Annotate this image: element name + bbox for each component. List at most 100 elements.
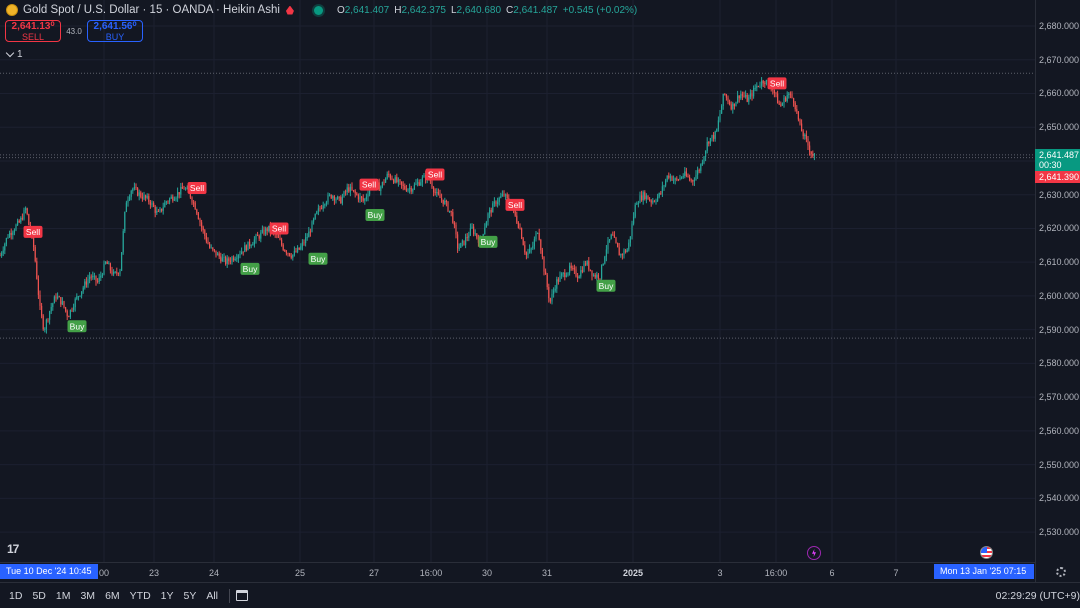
candle-body [490,209,492,213]
candle-body [636,203,638,205]
price-axis[interactable]: 2,680.000 2,670.000 2,660.000 2,650.000 2,64… [1035,0,1080,582]
candle-body [687,175,689,178]
candle-body [465,237,467,245]
sell-button[interactable]: 2,641.13⁰ SELL [5,20,61,42]
candle-body [95,275,97,282]
candle-body [337,196,339,200]
candle-body [87,279,89,285]
candle-body [719,113,721,121]
candle-body [556,279,558,289]
candle-body [791,94,793,99]
price-tick: 2,550.000 [1038,459,1079,470]
candle-body [738,95,740,99]
tradingview-logo[interactable]: 17 [7,542,19,556]
price-tick: 2,530.000 [1038,527,1079,538]
candle-body [173,199,175,201]
range-5y-button[interactable]: 5Y [183,589,197,602]
candle-body [389,174,391,179]
candle-body [545,271,547,275]
candle-body [242,251,244,253]
gear-icon[interactable] [1056,567,1066,577]
range-6m-button[interactable]: 6M [105,589,120,602]
candle-body [713,135,715,139]
sell-signal: Sell [187,181,207,194]
candle-body [266,228,268,231]
indicator-collapse-toggle[interactable]: 1 [5,48,29,61]
candle-body [657,196,659,201]
candle-body [573,268,575,270]
candle-body [559,275,561,282]
candle-body [700,164,702,171]
market-status-icon[interactable] [313,5,323,15]
range-1d-button[interactable]: 1D [9,589,23,602]
range-ytd-button[interactable]: YTD [129,589,151,602]
price-tick: 2,650.000 [1038,122,1079,133]
candle-body [812,153,814,156]
candle-body [535,233,537,240]
candle-body [293,250,295,255]
time-tick: 16:00 [764,568,788,578]
candle-body [461,240,463,243]
candle-body [253,239,255,245]
candle-body [231,257,233,262]
candle-body [537,232,539,234]
candle-body [613,235,615,238]
candle-body [717,120,719,129]
candle-body [161,208,163,211]
candle-body [49,311,51,320]
candle-body [209,243,211,248]
candle-body [487,213,489,222]
lightning-icon[interactable] [807,546,821,560]
candle-body [797,111,799,120]
candle-body [604,256,606,264]
candle-body [591,270,593,276]
candle-body [156,211,158,213]
candle-body [452,212,454,223]
candle-body [690,179,692,181]
price-tick: 2,630.000 [1038,189,1079,200]
candle-body [61,301,63,305]
candle-body [85,281,87,285]
range-3m-button[interactable]: 3M [80,589,96,602]
range-1y-button[interactable]: 1Y [160,589,174,602]
candle-body [567,272,569,276]
candle-body [305,237,307,244]
candle-body [468,235,470,238]
candle-body [154,206,156,213]
candles [0,77,815,334]
buy-button[interactable]: 2,641.56⁰ BUY [87,20,143,42]
clock-timezone[interactable]: 02:29:29 (UTC+9) [995,590,1080,602]
candle-body [596,274,598,278]
candle-body [401,181,403,185]
calendar-icon[interactable] [236,590,249,601]
sell-signal: Sell [269,222,289,235]
candle-body [652,201,654,203]
candle-body [356,193,358,195]
candle-body [137,188,139,196]
candle-body [417,182,419,184]
candle-body [593,274,595,276]
candle-body [407,189,409,191]
range-5d-button[interactable]: 5D [32,589,46,602]
candle-body [529,248,531,253]
candle-body [516,215,518,223]
candle-body [1,253,3,256]
candle-body [484,227,486,235]
us-flag-icon[interactable] [980,546,993,559]
candle-body [365,196,367,199]
candle-body [138,192,140,196]
range-all-button[interactable]: All [206,589,219,602]
candle-body [100,275,102,278]
candle-body [4,243,6,251]
candle-body [588,261,590,270]
candle-body [217,253,219,256]
range-1m-button[interactable]: 1M [55,589,71,602]
symbol-title[interactable]: Gold Spot / U.S. Dollar · 15 · OANDA · H… [23,4,280,16]
candle-body [714,131,716,139]
candle-body [701,162,703,165]
candle-body [548,287,550,299]
time-axis[interactable]: 00 23 24 25 27 16:00 30 31 2025 3 16:00 6 7 [0,562,1035,582]
candle-body [589,269,591,271]
candle-body [785,97,787,102]
